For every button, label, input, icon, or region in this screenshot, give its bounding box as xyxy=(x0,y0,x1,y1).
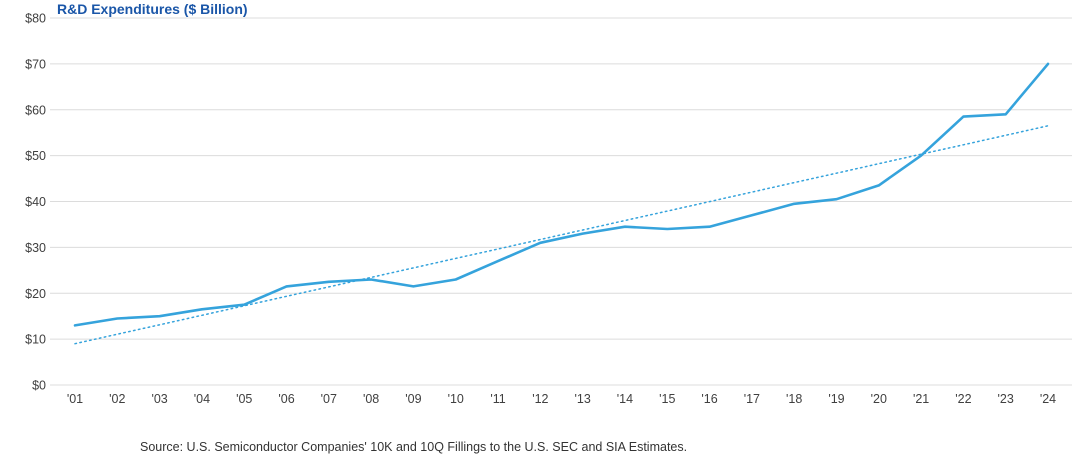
grid-lines xyxy=(50,17,1072,386)
y-tick-label: $0 xyxy=(32,379,46,393)
y-tick-label: $80 xyxy=(25,12,46,26)
y-tick-label: $40 xyxy=(25,195,46,209)
y-tick-label: $30 xyxy=(25,241,46,255)
line-chart: $0$10$20$30$40$50$60$70$80'01'02'03'04'0… xyxy=(25,12,1072,406)
y-axis-labels: $0 $10 $20 $30 $40 $50 $60 $70 $80 xyxy=(25,12,46,393)
x-tick-label: '11 xyxy=(490,392,505,406)
x-tick-label: '16 xyxy=(701,392,717,406)
x-tick-label: '19 xyxy=(828,392,844,406)
x-tick-label: '21 xyxy=(913,392,929,406)
x-tick-label: '23 xyxy=(998,392,1014,406)
y-tick-label: $70 xyxy=(25,57,46,71)
source-text: Source: U.S. Semiconductor Companies' 10… xyxy=(140,440,688,454)
x-tick-label: '06 xyxy=(278,392,294,406)
x-tick-label: '17 xyxy=(744,392,760,406)
x-tick-label: '02 xyxy=(109,392,125,406)
trend-line xyxy=(74,125,1049,345)
x-tick-label: '05 xyxy=(236,392,252,406)
x-tick-label: '03 xyxy=(151,392,167,406)
data-line xyxy=(73,62,1050,327)
x-tick-label: '04 xyxy=(194,392,210,406)
chart-title: R&D Expenditures ($ Billion) xyxy=(57,1,248,17)
x-tick-label: '12 xyxy=(532,392,548,406)
y-tick-label: $50 xyxy=(25,149,46,163)
x-tick-label: '13 xyxy=(575,392,591,406)
x-axis-labels: '01 '02 '03 '04 '05 '06 '07 '08 '09 '10 '11 '12 '13 '… xyxy=(67,392,1056,406)
x-tick-label: '10 xyxy=(448,392,464,406)
x-tick-label: '22 xyxy=(955,392,971,406)
x-tick-label: '20 xyxy=(871,392,887,406)
x-tick-label: '08 xyxy=(363,392,379,406)
x-tick-label: '24 xyxy=(1040,392,1056,406)
x-tick-label: '18 xyxy=(786,392,802,406)
x-tick-label: '01 xyxy=(67,392,83,406)
y-tick-label: $20 xyxy=(25,287,46,301)
x-tick-label: '09 xyxy=(405,392,421,406)
y-tick-label: $10 xyxy=(25,333,46,347)
x-tick-label: '07 xyxy=(321,392,337,406)
x-tick-label: '14 xyxy=(617,392,633,406)
x-tick-label: '15 xyxy=(659,392,675,406)
y-tick-label: $60 xyxy=(25,103,46,117)
